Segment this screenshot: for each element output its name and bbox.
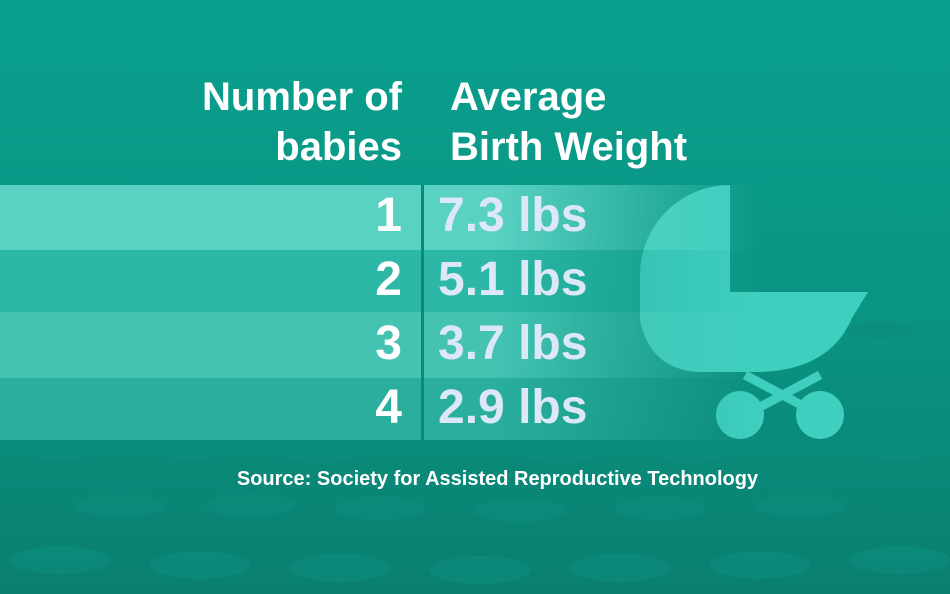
column-divider: [421, 185, 424, 440]
baby-count: 3: [375, 317, 402, 370]
baby-count: 1: [375, 189, 402, 242]
source-note: Source: Society for Assisted Reproductiv…: [236, 468, 759, 490]
row-band: [0, 250, 760, 312]
baby-count: 4: [375, 381, 402, 434]
baby-count: 2: [375, 253, 402, 306]
column-header: Average Birth Weight: [450, 75, 688, 169]
row-band: [0, 185, 760, 250]
column-header: Number of babies: [202, 75, 402, 169]
row-band: [0, 312, 760, 378]
row-band: [0, 378, 760, 440]
birth-weight: 2.9 lbs: [438, 381, 588, 434]
dots: [10, 322, 950, 584]
birth-weight: 5.1 lbs: [438, 253, 588, 306]
birth-weight: 3.7 lbs: [438, 317, 588, 370]
birth-weight: 7.3 lbs: [438, 189, 588, 242]
